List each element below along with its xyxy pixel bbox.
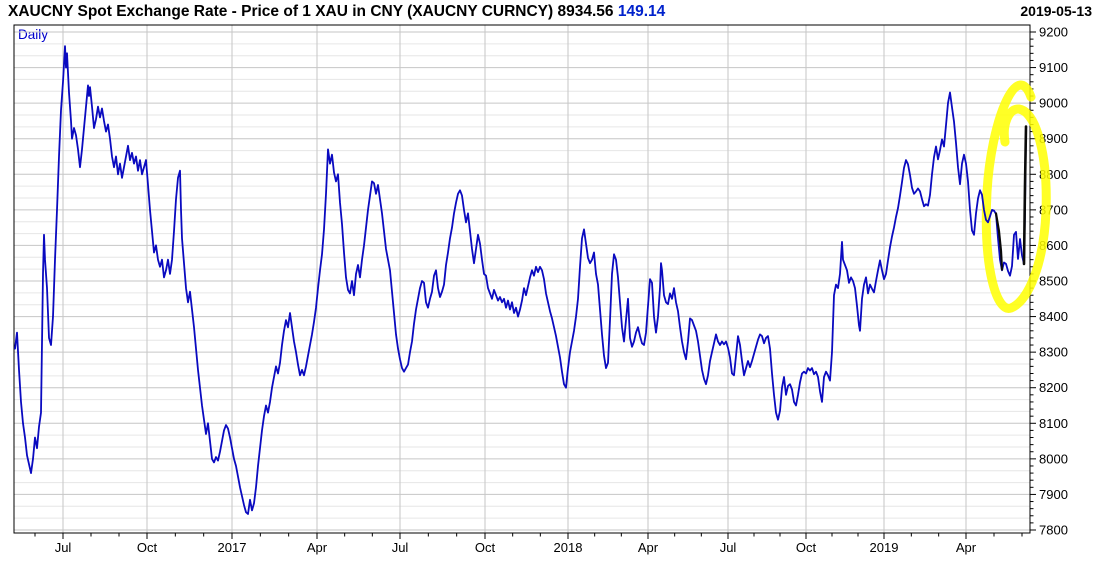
x-tick-label: Oct xyxy=(796,540,817,555)
x-axis-tick-labels: Jul Oct 2017 Apr Jul Oct 2018 Apr Jul Oct 2019 Apr xyxy=(55,540,977,555)
x-tick-label: 2017 xyxy=(218,540,247,555)
last-price: 8934.56 xyxy=(557,3,614,20)
y-tick-label: 7900 xyxy=(1039,487,1068,502)
y-tick-label: 8200 xyxy=(1039,380,1068,395)
y-tick-label: 9200 xyxy=(1039,25,1068,40)
x-tick-label: Jul xyxy=(392,540,409,555)
price-line xyxy=(14,45,1027,515)
y-tick-label: 8000 xyxy=(1039,451,1068,466)
interval-label: Daily xyxy=(18,27,49,42)
dark-pen-down-stroke xyxy=(994,212,1004,271)
title-text: XAUCNY Spot Exchange Rate - Price of 1 X… xyxy=(8,3,554,20)
chart-title: XAUCNY Spot Exchange Rate - Price of 1 X… xyxy=(8,3,665,21)
major-gridlines xyxy=(14,25,1030,533)
x-axis-ticks xyxy=(34,533,1023,539)
y-tick-label: 9000 xyxy=(1039,96,1068,111)
x-tick-label: 2018 xyxy=(554,540,583,555)
x-tick-label: Jul xyxy=(720,540,737,555)
plot-border xyxy=(13,24,1031,534)
x-tick-label: Oct xyxy=(475,540,496,555)
x-tick-label: Apr xyxy=(956,540,977,555)
x-tick-label: Apr xyxy=(638,540,659,555)
y-tick-label: 9100 xyxy=(1039,60,1068,75)
dark-pen-final-spike xyxy=(1022,125,1028,266)
x-tick-label: Oct xyxy=(137,540,158,555)
y-tick-label: 7800 xyxy=(1039,523,1068,538)
price-change: 149.14 xyxy=(617,3,666,20)
x-tick-label: Apr xyxy=(307,540,328,555)
x-tick-label: 2019 xyxy=(870,540,899,555)
y-tick-label: 8100 xyxy=(1039,416,1068,431)
yellow-highlighter-circle xyxy=(981,80,1051,313)
y-tick-label: 8500 xyxy=(1039,274,1068,289)
minor-gridlines xyxy=(14,43,1030,519)
y-tick-label: 8400 xyxy=(1039,309,1068,324)
as-of-date: 2019-05-13 xyxy=(1020,3,1092,19)
y-tick-label: 8300 xyxy=(1039,345,1068,360)
title-bar: XAUCNY Spot Exchange Rate - Price of 1 X… xyxy=(8,3,1092,21)
y-axis-tick-labels: 9200910090008900880087008600850084008300… xyxy=(1039,25,1068,538)
x-tick-label: Jul xyxy=(55,540,72,555)
y-tick-label: 8900 xyxy=(1039,131,1068,146)
